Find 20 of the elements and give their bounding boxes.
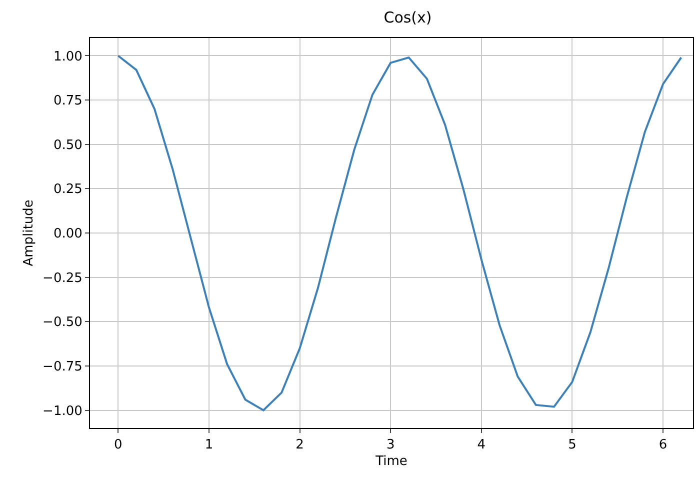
y-tick-label: 0.00 bbox=[53, 226, 82, 242]
y-tick-label: −0.25 bbox=[42, 270, 82, 286]
line-series bbox=[117, 54, 682, 412]
y-tick-label: −1.00 bbox=[42, 404, 82, 419]
x-tick-label: 5 bbox=[568, 438, 576, 453]
x-tick-label: 0 bbox=[114, 438, 122, 453]
x-axis-title: Time bbox=[374, 454, 408, 470]
chart-title: Cos(x) bbox=[384, 8, 432, 27]
y-tick-label: 0.25 bbox=[53, 182, 82, 198]
x-tick-label: 4 bbox=[477, 438, 486, 453]
x-tick-label: 6 bbox=[658, 438, 668, 453]
y-tick-label: 0.75 bbox=[53, 94, 82, 109]
y-axis-title: Amplitude bbox=[22, 200, 37, 266]
x-tick-label: 2 bbox=[296, 438, 304, 453]
y-tick-label: 1.00 bbox=[53, 49, 82, 64]
y-tick-label: 0.50 bbox=[53, 138, 82, 153]
y-tick-label: −0.75 bbox=[42, 360, 82, 374]
y-tick-label: −0.50 bbox=[42, 315, 82, 330]
x-tick-label: 3 bbox=[386, 438, 395, 453]
x-tick-label: 1 bbox=[204, 438, 214, 453]
